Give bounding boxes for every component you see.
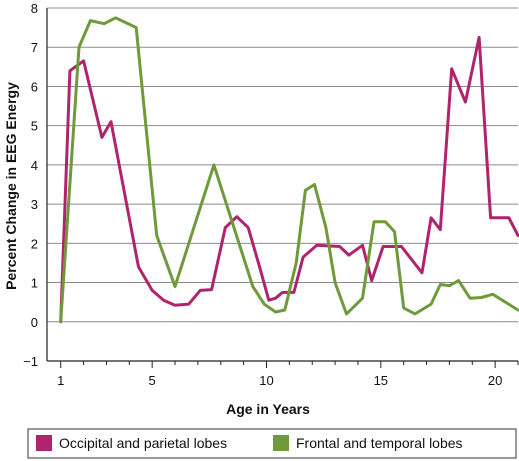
x-tick-label: 5 — [149, 373, 156, 388]
y-tick-label: 3 — [31, 197, 38, 212]
legend: Occipital and parietal lobes Frontal and… — [27, 428, 517, 459]
legend-box — [27, 428, 517, 459]
legend-label-occipital-parietal: Occipital and parietal lobes — [59, 435, 227, 451]
y-tick-label: 6 — [31, 79, 38, 94]
legend-label-frontal-temporal: Frontal and temporal lobes — [296, 435, 463, 451]
x-tick-labels: 1 5 10 15 20 — [57, 373, 502, 388]
axes — [46, 8, 519, 368]
y-tick-label: 4 — [31, 158, 38, 173]
x-axis-title: Age in Years — [226, 401, 310, 417]
y-tick-label: 0 — [31, 315, 38, 330]
x-tick-label: 20 — [488, 373, 502, 388]
legend-swatch-frontal-temporal — [273, 435, 289, 451]
x-tick-label: 10 — [259, 373, 273, 388]
y-tick-label: 2 — [31, 236, 38, 251]
series-line-occipital-parietal — [59, 35, 519, 324]
y-tick-labels: −1 0 1 2 3 4 5 6 7 8 — [23, 1, 38, 369]
x-tick-label: 15 — [374, 373, 388, 388]
series-line-frontal-temporal — [59, 16, 519, 324]
y-tick-label: 5 — [31, 119, 38, 134]
grid-lines — [47, 7, 518, 323]
y-tick-label: 8 — [31, 1, 38, 16]
series-lines — [59, 16, 519, 324]
x-tick-label: 1 — [57, 373, 64, 388]
y-tick-label: −1 — [23, 354, 38, 369]
legend-swatch-occipital-parietal — [36, 435, 52, 451]
y-tick-label: 1 — [31, 276, 38, 291]
y-axis-title: Percent Change in EEG Energy — [3, 82, 19, 290]
y-tick-label: 7 — [31, 40, 38, 55]
